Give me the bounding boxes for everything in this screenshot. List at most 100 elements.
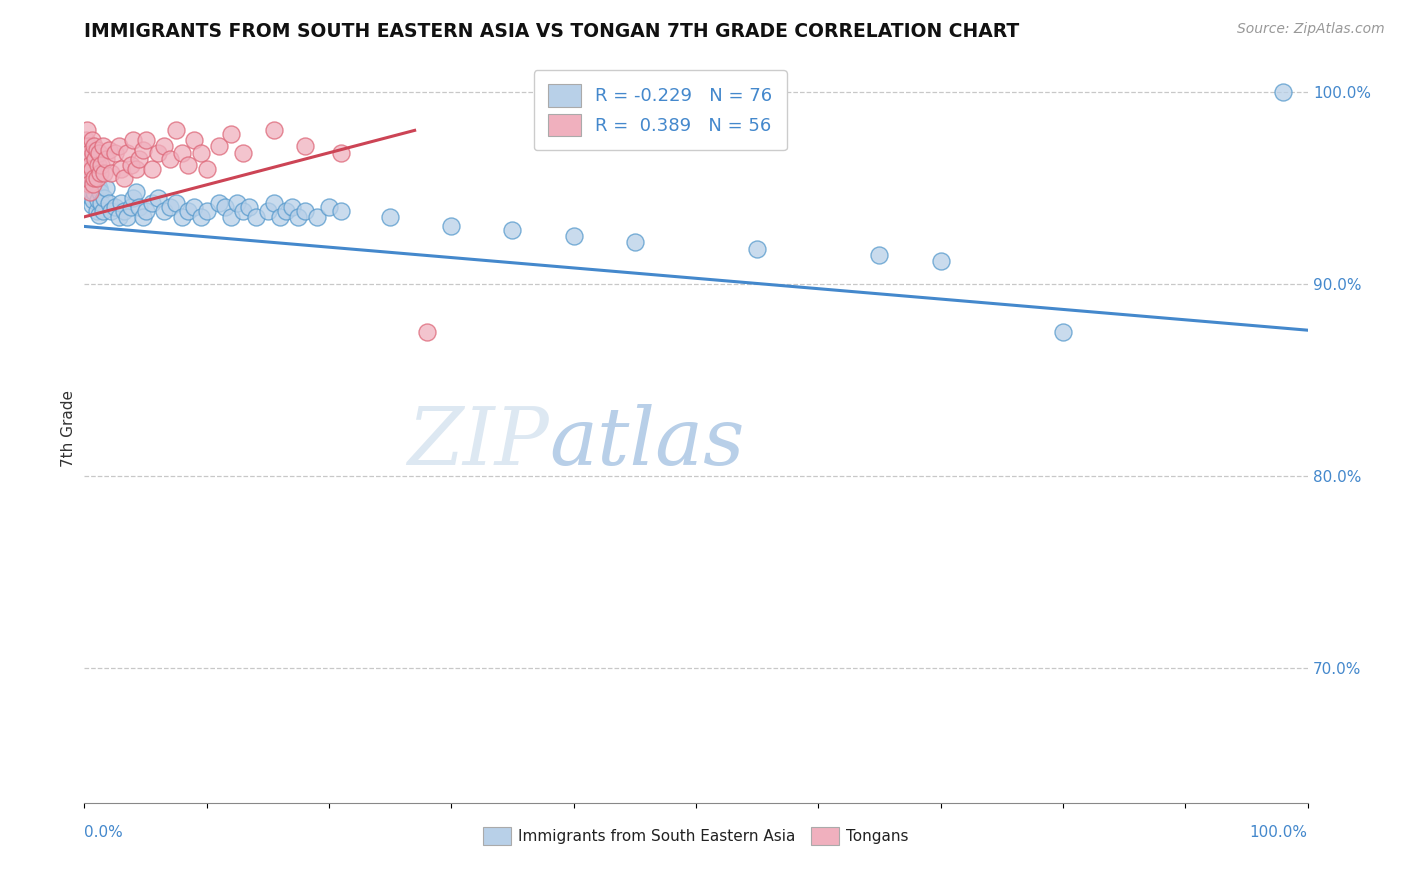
Point: [87, 193, 110, 207]
Point: [238, 200, 260, 214]
Point: [83, 185, 105, 199]
Point: [86, 204, 108, 219]
Point: [87, 158, 110, 172]
Point: [172, 146, 194, 161]
Point: [183, 200, 205, 214]
Point: [76, 123, 98, 137]
Point: [84, 169, 107, 184]
Point: [190, 210, 212, 224]
Point: [120, 158, 142, 172]
Point: [183, 133, 205, 147]
Point: [869, 248, 891, 262]
Point: [110, 196, 132, 211]
Point: [195, 161, 218, 176]
Point: [83, 138, 105, 153]
Point: [86, 177, 108, 191]
Point: [281, 200, 304, 214]
Point: [82, 193, 104, 207]
Point: [82, 177, 104, 191]
Point: [83, 171, 105, 186]
Point: [380, 210, 402, 224]
Point: [232, 146, 254, 161]
Point: [79, 185, 101, 199]
Point: [159, 200, 181, 214]
Point: [502, 223, 524, 237]
Point: [84, 152, 107, 166]
Point: [75, 161, 97, 176]
Point: [97, 196, 120, 211]
Point: [77, 146, 100, 161]
Point: [177, 204, 200, 219]
Point: [214, 200, 236, 214]
Point: [929, 254, 952, 268]
Point: [122, 191, 145, 205]
Point: [79, 158, 101, 172]
Point: [77, 181, 100, 195]
Point: [747, 243, 769, 257]
Point: [172, 210, 194, 224]
Point: [330, 146, 353, 161]
Point: [159, 152, 181, 166]
Point: [562, 229, 585, 244]
Point: [125, 161, 148, 176]
Point: [263, 196, 285, 211]
Point: [80, 133, 103, 147]
Text: atlas: atlas: [550, 404, 745, 482]
Text: IMMIGRANTS FROM SOUTH EASTERN ASIA VS TONGAN 7TH GRADE CORRELATION CHART: IMMIGRANTS FROM SOUTH EASTERN ASIA VS TO…: [84, 21, 1019, 41]
Point: [208, 138, 231, 153]
Point: [76, 166, 98, 180]
Point: [190, 146, 212, 161]
Point: [77, 146, 100, 161]
Point: [128, 152, 150, 166]
Point: [82, 166, 104, 180]
Legend: Immigrants from South Eastern Asia, Tongans: Immigrants from South Eastern Asia, Tong…: [477, 821, 915, 851]
Point: [97, 143, 120, 157]
Point: [91, 204, 114, 219]
Point: [269, 210, 291, 224]
Point: [226, 196, 249, 211]
Point: [76, 138, 98, 153]
Point: [294, 138, 316, 153]
Point: [77, 177, 100, 191]
Point: [440, 219, 463, 234]
Y-axis label: 7th Grade: 7th Grade: [60, 390, 76, 467]
Point: [263, 123, 285, 137]
Point: [128, 200, 150, 214]
Point: [135, 204, 157, 219]
Point: [257, 204, 280, 219]
Point: [208, 196, 231, 211]
Point: [165, 196, 187, 211]
Point: [96, 181, 118, 195]
Point: [153, 138, 176, 153]
Point: [75, 161, 97, 176]
Point: [245, 210, 267, 224]
Point: [219, 210, 242, 224]
Point: [79, 188, 101, 202]
Point: [1052, 325, 1074, 339]
Point: [318, 200, 340, 214]
Text: ZIP: ZIP: [408, 404, 550, 482]
Point: [115, 146, 138, 161]
Point: [89, 185, 111, 199]
Point: [83, 158, 105, 172]
Point: [135, 133, 157, 147]
Point: [100, 204, 122, 219]
Point: [146, 146, 169, 161]
Point: [90, 196, 112, 211]
Point: [80, 161, 103, 176]
Point: [79, 158, 101, 172]
Point: [93, 191, 115, 205]
Point: [80, 198, 103, 212]
Point: [100, 166, 122, 180]
Point: [125, 185, 148, 199]
Point: [89, 166, 111, 180]
Point: [86, 143, 108, 157]
Point: [76, 152, 98, 166]
Point: [77, 152, 100, 166]
Point: [122, 133, 145, 147]
Point: [330, 204, 353, 219]
Point: [90, 158, 112, 172]
Point: [77, 175, 100, 189]
Point: [112, 171, 135, 186]
Point: [305, 210, 328, 224]
